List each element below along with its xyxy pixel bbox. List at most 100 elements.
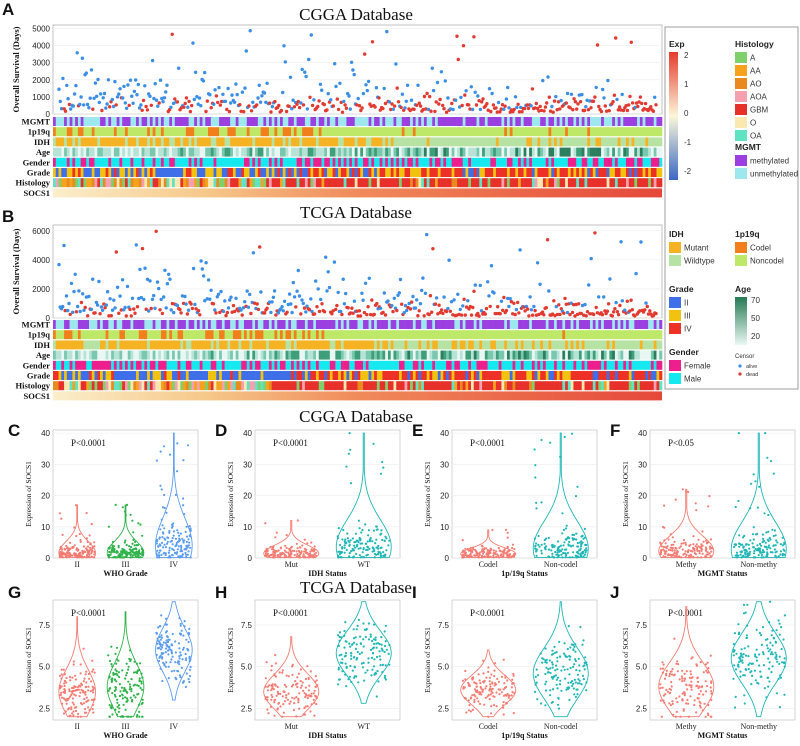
dead-point bbox=[628, 309, 632, 313]
data-point bbox=[383, 676, 386, 679]
data-point bbox=[582, 665, 585, 668]
dead-point bbox=[433, 302, 438, 306]
alive-point bbox=[532, 304, 536, 309]
data-point bbox=[698, 704, 702, 707]
data-point bbox=[367, 622, 370, 625]
data-point bbox=[468, 704, 471, 707]
alive-point bbox=[458, 307, 462, 312]
histology-swatch bbox=[735, 91, 747, 102]
data-point bbox=[534, 464, 537, 467]
data-point bbox=[494, 553, 497, 556]
data-point bbox=[683, 694, 686, 697]
data-point bbox=[461, 539, 464, 542]
data-point bbox=[295, 542, 298, 545]
data-point bbox=[266, 689, 269, 692]
dead-point bbox=[547, 95, 551, 99]
data-point bbox=[508, 553, 512, 556]
data-point bbox=[76, 549, 79, 552]
alive-point bbox=[77, 289, 81, 293]
dead-point bbox=[187, 99, 191, 104]
data-point bbox=[564, 556, 567, 559]
data-point bbox=[79, 538, 82, 542]
dead-point bbox=[591, 99, 596, 104]
alive-point bbox=[167, 272, 171, 276]
dead-point bbox=[517, 311, 521, 315]
data-point bbox=[354, 546, 357, 549]
dead-point bbox=[646, 312, 651, 316]
data-point bbox=[279, 556, 282, 559]
data-point bbox=[123, 689, 127, 692]
data-point bbox=[580, 554, 583, 557]
data-point bbox=[345, 548, 348, 552]
data-point bbox=[660, 549, 663, 552]
data-point bbox=[360, 662, 363, 665]
dead-point bbox=[512, 301, 516, 305]
data-point bbox=[357, 618, 360, 622]
data-point bbox=[680, 542, 683, 545]
alive-point bbox=[152, 96, 156, 101]
alive-point bbox=[232, 100, 237, 105]
data-point bbox=[489, 685, 492, 688]
data-point bbox=[90, 548, 93, 551]
alive-point bbox=[183, 294, 187, 299]
data-point bbox=[164, 617, 168, 620]
data-point bbox=[87, 699, 90, 702]
data-point bbox=[506, 545, 509, 548]
data-point bbox=[350, 654, 353, 657]
data-point bbox=[185, 657, 188, 660]
data-point bbox=[361, 528, 364, 532]
data-point bbox=[489, 693, 492, 696]
alive-point bbox=[299, 101, 303, 105]
data-point bbox=[580, 683, 583, 686]
alive-point bbox=[601, 87, 605, 92]
data-point bbox=[756, 532, 759, 536]
data-point bbox=[664, 693, 667, 696]
data-point bbox=[473, 554, 476, 557]
data-point bbox=[180, 666, 183, 670]
data-point bbox=[361, 666, 365, 669]
data-point bbox=[483, 547, 486, 550]
data-point bbox=[116, 698, 119, 701]
data-point bbox=[584, 551, 587, 554]
data-point bbox=[162, 641, 165, 644]
dead-point bbox=[370, 40, 375, 44]
dead-point bbox=[140, 108, 144, 113]
data-point bbox=[93, 541, 96, 544]
alive-point bbox=[619, 240, 623, 244]
category-label: Non-codel bbox=[544, 560, 579, 569]
data-point bbox=[665, 674, 668, 677]
data-point bbox=[370, 656, 374, 660]
dead-point bbox=[141, 98, 146, 103]
data-point bbox=[482, 552, 485, 555]
data-point bbox=[547, 671, 550, 674]
data-point bbox=[567, 687, 570, 691]
data-point bbox=[303, 538, 306, 541]
data-point bbox=[264, 522, 267, 525]
data-point bbox=[482, 672, 485, 675]
alive-point bbox=[620, 92, 624, 97]
data-point bbox=[132, 694, 135, 697]
data-point bbox=[474, 682, 477, 685]
dead-point bbox=[643, 101, 648, 106]
data-point bbox=[277, 702, 280, 705]
data-point bbox=[68, 676, 72, 679]
data-point bbox=[79, 691, 82, 694]
data-point bbox=[315, 684, 319, 688]
data-point bbox=[763, 687, 766, 690]
data-point bbox=[296, 547, 299, 550]
data-point bbox=[503, 682, 506, 685]
dead-point bbox=[577, 302, 581, 306]
data-point bbox=[115, 658, 118, 661]
data-point bbox=[759, 670, 762, 673]
data-point bbox=[174, 651, 177, 654]
p19q-label: Noncodel bbox=[750, 257, 784, 266]
data-point bbox=[680, 556, 683, 559]
data-point bbox=[563, 548, 567, 551]
data-point bbox=[678, 678, 681, 681]
alive-point bbox=[303, 70, 307, 74]
alive-point bbox=[524, 304, 529, 309]
data-point bbox=[566, 647, 569, 651]
data-point bbox=[561, 512, 564, 515]
data-point bbox=[73, 685, 76, 688]
data-point bbox=[687, 549, 690, 552]
